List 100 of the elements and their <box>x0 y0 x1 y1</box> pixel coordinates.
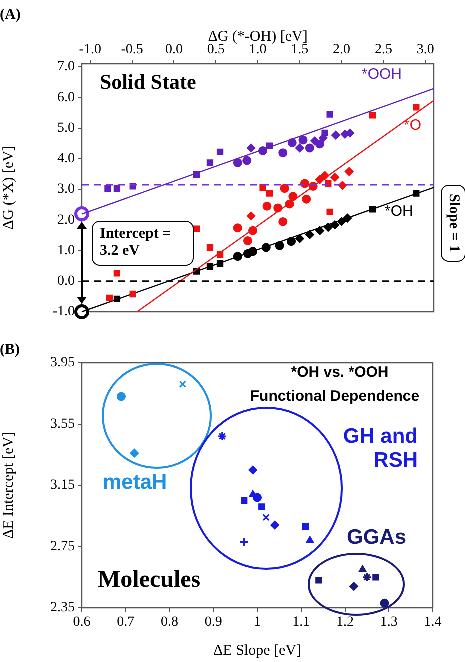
annotation: Molecules <box>98 567 201 594</box>
point <box>295 234 304 244</box>
point <box>270 520 280 530</box>
x-axis-title: ΔG (*-OH) [eV] <box>208 28 308 45</box>
point <box>302 524 310 530</box>
text: GH and RSH <box>342 425 418 474</box>
y-tick-label: 3.0 <box>58 182 75 198</box>
x-tick-label: 0.9 <box>204 615 222 630</box>
point <box>248 466 258 475</box>
point <box>358 565 367 572</box>
point <box>262 202 272 211</box>
point <box>233 252 242 262</box>
point <box>280 184 290 194</box>
series-label: GGAs <box>347 526 407 550</box>
point <box>288 192 298 202</box>
annotation: Functional Dependence <box>249 388 421 405</box>
x-tick-label: 1.5 <box>291 42 309 58</box>
y-tick-label: 4.0 <box>58 152 75 167</box>
point <box>74 304 90 320</box>
y-tick-label: 3.95 <box>50 356 75 371</box>
point <box>240 537 250 547</box>
y-tick-label: 3.55 <box>50 416 75 432</box>
x-tick-label: 0.0 <box>165 42 183 58</box>
x-tick-label: 3.0 <box>416 42 434 58</box>
point <box>288 138 297 148</box>
point <box>350 582 359 592</box>
y-tick-label: 6.0 <box>58 90 75 106</box>
point <box>295 144 304 153</box>
point <box>275 241 284 250</box>
annotation: *OH vs. *OOH <box>290 364 390 381</box>
y-tick-label: 1.0 <box>58 243 75 258</box>
point <box>305 230 314 240</box>
point <box>262 514 270 522</box>
point <box>302 194 312 204</box>
point <box>316 175 325 184</box>
point <box>338 181 348 190</box>
x-tick-label: -1.0 <box>79 42 102 58</box>
point <box>242 156 252 166</box>
point <box>278 217 288 226</box>
x-tick-label: 1.2 <box>336 615 354 630</box>
point <box>316 140 325 149</box>
point <box>287 237 296 246</box>
point <box>179 380 187 388</box>
point <box>258 504 266 510</box>
x-axis-title: ΔE Slope [eV] <box>214 642 302 659</box>
x-tick-label: 2.5 <box>374 42 392 58</box>
point <box>262 243 271 252</box>
x-tick-label: 1.1 <box>292 615 310 630</box>
point <box>324 222 333 232</box>
y-tick-label: 3.15 <box>50 478 75 494</box>
point <box>285 200 294 209</box>
point <box>248 247 258 256</box>
y-axis-title: ΔG (*X) [eV] <box>0 146 17 230</box>
x-tick-label: 1.0 <box>249 42 267 58</box>
point <box>298 136 308 145</box>
point <box>233 158 242 168</box>
y-tick-label: 5.0 <box>58 120 75 136</box>
point <box>344 167 354 176</box>
point <box>246 212 256 221</box>
x-tick-label: 0.5 <box>207 42 225 58</box>
point <box>306 536 314 544</box>
chart-title: (B) <box>0 342 20 358</box>
y-tick-label: 2.75 <box>50 539 75 554</box>
series-label: *OH <box>385 203 414 220</box>
point <box>331 130 340 140</box>
x-tick-label: -0.5 <box>121 42 144 58</box>
y-axis-title: ΔE Intercept [eV] <box>0 432 17 540</box>
y-tick-label: 2.0 <box>58 212 75 228</box>
point <box>116 392 126 402</box>
point <box>330 220 340 230</box>
point <box>241 497 248 504</box>
point <box>74 206 90 222</box>
y-tick-label: 7.0 <box>58 60 75 75</box>
y-tick-label: 2.35 <box>50 600 75 616</box>
point <box>362 572 372 582</box>
series-label: metaH <box>103 471 168 495</box>
point <box>320 171 330 180</box>
text: Slope = 1 <box>441 185 465 262</box>
point <box>274 204 283 213</box>
x-tick-label: 1.4 <box>424 615 442 630</box>
y-tick-label: 0.0 <box>58 274 75 290</box>
x-tick-label: 1.3 <box>380 615 398 630</box>
x-tick-label: 0.8 <box>161 615 178 630</box>
point <box>316 226 325 236</box>
point <box>243 236 252 246</box>
x-tick-label: 1 <box>254 615 261 630</box>
annotation: Solid State <box>100 70 196 95</box>
point <box>233 224 242 233</box>
point <box>337 217 346 226</box>
point <box>343 214 352 223</box>
annotation: Intercept = 3.2 eV <box>92 221 194 266</box>
text: *OOH <box>362 66 402 83</box>
x-tick-label: 0.6 <box>73 615 91 630</box>
chart-title: (A) <box>0 6 21 23</box>
point <box>305 144 314 153</box>
point <box>278 148 288 158</box>
series-label: *O <box>404 117 422 134</box>
point <box>248 226 258 236</box>
point <box>130 448 140 458</box>
point <box>218 432 228 442</box>
